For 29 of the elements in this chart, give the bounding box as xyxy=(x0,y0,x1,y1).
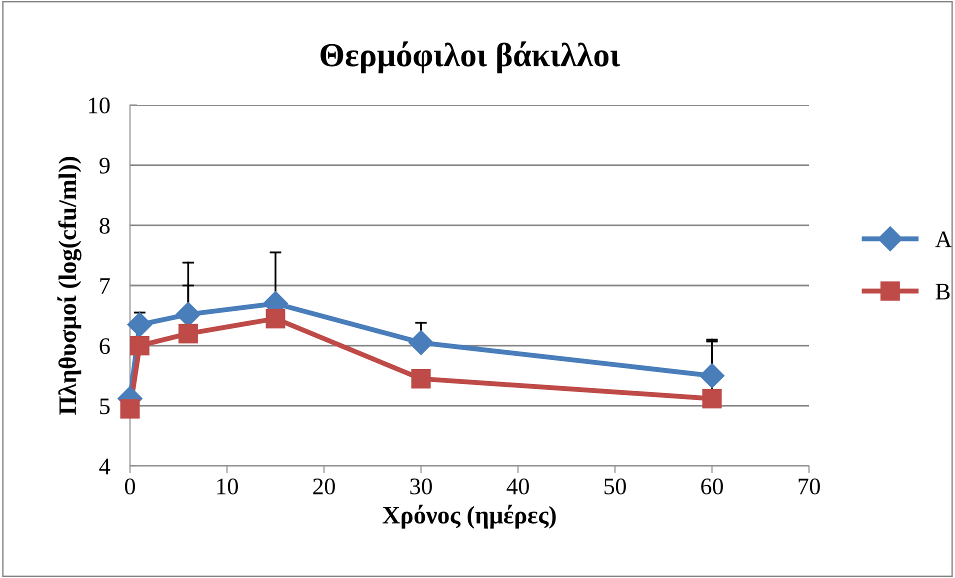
legend-label: A xyxy=(935,231,952,248)
x-tick-label: 60 xyxy=(701,478,723,494)
point xyxy=(120,399,140,419)
point xyxy=(700,363,724,388)
x-axis-title: Χρόνος (ημέρες) xyxy=(382,504,556,529)
point xyxy=(178,324,198,344)
y-tick-label: 7 xyxy=(100,278,110,294)
legend-label: B xyxy=(936,284,950,300)
x-tick-label: 20 xyxy=(313,478,335,494)
point xyxy=(266,308,286,328)
y-tick-label: 6 xyxy=(100,338,110,354)
x-tick-label: 70 xyxy=(798,478,820,494)
point xyxy=(130,336,150,356)
point xyxy=(702,388,722,408)
point xyxy=(411,369,431,388)
x-tick-label: 40 xyxy=(506,478,529,494)
y-axis-title: Πληθυσμοί (log(cfu/ml)) xyxy=(57,156,82,415)
y-tick-label: 8 xyxy=(100,218,110,234)
x-tick-label: 30 xyxy=(410,478,432,494)
x-tick-label: 0 xyxy=(124,478,136,494)
chart-title: Θερμόφιλοι βάκιλλοι xyxy=(320,41,620,74)
y-tick-label: 10 xyxy=(89,97,110,114)
y-tick-label: 5 xyxy=(100,398,110,414)
point xyxy=(408,330,434,356)
y-tick-label: 9 xyxy=(100,158,110,174)
x-tick-label: 50 xyxy=(604,478,626,494)
x-tick-label: 10 xyxy=(217,478,238,494)
y-tick-label: 4 xyxy=(99,458,110,474)
point xyxy=(127,312,152,338)
